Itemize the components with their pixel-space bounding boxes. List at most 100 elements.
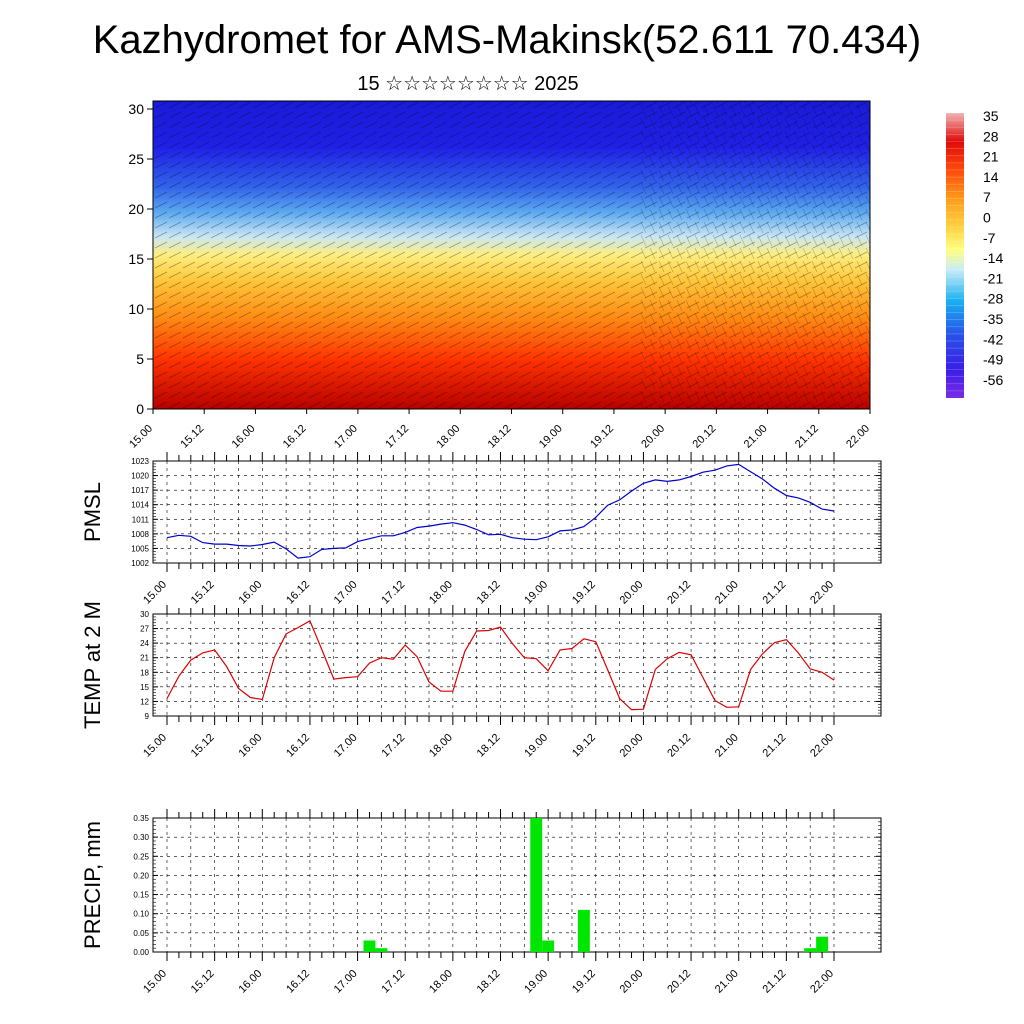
colorbar-label: 35 <box>983 108 999 124</box>
x-tick-label: 18.00 <box>434 423 462 451</box>
x-tick-label: 16.00 <box>236 579 264 607</box>
x-tick-label: 22.00 <box>844 423 872 451</box>
precip-bar <box>816 936 829 952</box>
x-tick-label: 19.12 <box>570 579 598 607</box>
x-tick-label: 20.00 <box>618 579 646 607</box>
x-tick-label: 17.12 <box>379 579 407 607</box>
colorbar-label: -42 <box>983 331 1003 347</box>
y-tick-label: 0.05 <box>133 929 149 938</box>
colorbar-label: 28 <box>983 128 999 144</box>
y-tick-label: 0.30 <box>133 833 149 842</box>
colorbar-label: -35 <box>983 311 1003 327</box>
y-tick-label: 1002 <box>131 559 149 568</box>
colorbar-label: 21 <box>983 149 999 165</box>
y-tick-label: 30 <box>140 610 149 619</box>
wind-vector-field <box>640 101 870 409</box>
colorbar-label: -28 <box>983 291 1003 307</box>
x-tick-label: 22.00 <box>808 968 836 996</box>
x-tick-label: 19.12 <box>570 968 598 996</box>
y-tick-label: 0.25 <box>133 852 149 861</box>
colorbar: 35 28 21 14 7 0 -7 -14 -21 -28 -35 -42 -49 -56 <box>946 108 1003 398</box>
temperature-heatmap-panel: 0 5 10 15 20 25 30 15.00 15.12 16.00 16.12 17.00 17.… <box>127 100 872 451</box>
x-tick-label: 20.12 <box>665 579 693 607</box>
x-tick-label: 15.12 <box>189 732 217 760</box>
y-tick-label: 25 <box>128 151 144 167</box>
colorbar-label: 7 <box>983 189 991 205</box>
page-title: Kazhydromet for AMS-Makinsk(52.611 70.43… <box>92 18 922 62</box>
y-tick-label: 12 <box>140 697 149 706</box>
x-tick-label: 22.00 <box>808 732 836 760</box>
x-tick-label: 16.12 <box>284 732 312 760</box>
y-tick-label: 1014 <box>131 501 149 510</box>
x-tick-label: 16.00 <box>230 423 258 451</box>
x-tick-label: 21.00 <box>742 423 770 451</box>
x-tick-label: 16.00 <box>236 968 264 996</box>
x-tick-label: 17.12 <box>379 968 407 996</box>
series-line <box>166 463 835 559</box>
x-tick-label: 16.12 <box>284 579 312 607</box>
precip-panel: 0.00 0.05 0.10 0.15 0.20 0.25 0.30 0.35 PRECIP, … <box>80 809 882 996</box>
y-tick-label: 0.10 <box>133 910 149 919</box>
y-axis-label: PRECIP, mm <box>80 821 105 949</box>
x-tick-label: 20.00 <box>618 732 646 760</box>
x-tick-label: 17.00 <box>332 423 360 451</box>
colorbar-label: -7 <box>983 230 996 246</box>
x-tick-label: 19.00 <box>522 732 550 760</box>
pmsl-panel: 1002 1005 1008 1011 1014 1017 1020 1023 PMSL 15.0… <box>80 452 882 607</box>
y-tick-label: 24 <box>140 639 149 648</box>
x-tick-label: 18.12 <box>486 423 514 451</box>
x-tick-label: 17.12 <box>379 732 407 760</box>
y-tick-label: 30 <box>128 101 144 117</box>
x-tick-label: 15.00 <box>141 732 169 760</box>
x-tick-label: 19.00 <box>537 423 565 451</box>
series-line <box>166 619 835 711</box>
x-tick-label: 19.12 <box>588 423 616 451</box>
x-tick-label: 21.12 <box>761 732 789 760</box>
colorbar-gradient <box>946 113 964 398</box>
x-tick-label: 16.00 <box>236 732 264 760</box>
plot-frame <box>152 817 882 953</box>
x-tick-label: 20.00 <box>618 968 646 996</box>
x-tick-label: 20.12 <box>691 423 719 451</box>
colorbar-label: 14 <box>983 169 999 185</box>
y-tick-label: 0.35 <box>133 814 149 823</box>
y-tick-label: 1020 <box>131 472 149 481</box>
y-tick-label: 18 <box>140 668 149 677</box>
y-tick-label: 1008 <box>131 530 149 539</box>
colorbar-label: 0 <box>983 210 991 226</box>
temp-panel: 9 12 15 18 21 24 27 30 TEMP at 2 M 15.00 15.12 16.0… <box>80 601 882 760</box>
y-tick-label: 15 <box>128 251 144 267</box>
x-tick-label: 22.00 <box>808 579 836 607</box>
plot-frame <box>152 613 882 717</box>
x-tick-label: 18.00 <box>427 579 455 607</box>
y-axis-label: TEMP at 2 M <box>80 601 105 729</box>
y-tick-label: 0.20 <box>133 871 149 880</box>
y-tick-label: 0 <box>136 401 144 417</box>
x-tick-label: 15.00 <box>141 579 169 607</box>
x-tick-label: 20.12 <box>665 732 693 760</box>
precip-bar <box>542 940 555 952</box>
y-tick-label: 9 <box>145 712 150 721</box>
x-tick-label: 21.12 <box>761 579 789 607</box>
x-tick-label: 21.00 <box>713 968 741 996</box>
precip-bar <box>804 948 817 952</box>
y-tick-label: 0.15 <box>133 891 149 900</box>
x-tick-label: 19.12 <box>570 732 598 760</box>
x-tick-label: 19.00 <box>522 968 550 996</box>
x-tick-label: 15.12 <box>178 423 206 451</box>
y-tick-label: 1017 <box>131 486 149 495</box>
y-tick-label: 20 <box>128 201 144 217</box>
x-tick-label: 19.00 <box>522 579 550 607</box>
x-tick-label: 17.00 <box>332 732 360 760</box>
x-tick-label: 20.00 <box>639 423 667 451</box>
colorbar-label: -49 <box>983 352 1003 368</box>
x-tick-label: 15.12 <box>189 579 217 607</box>
y-tick-label: 10 <box>128 301 144 317</box>
x-tick-label: 20.12 <box>665 968 693 996</box>
x-tick-label: 16.12 <box>284 968 312 996</box>
y-tick-label: 0.00 <box>133 948 149 957</box>
precip-bar <box>375 948 388 952</box>
x-tick-label: 21.12 <box>761 968 789 996</box>
y-tick-label: 1011 <box>132 515 150 524</box>
